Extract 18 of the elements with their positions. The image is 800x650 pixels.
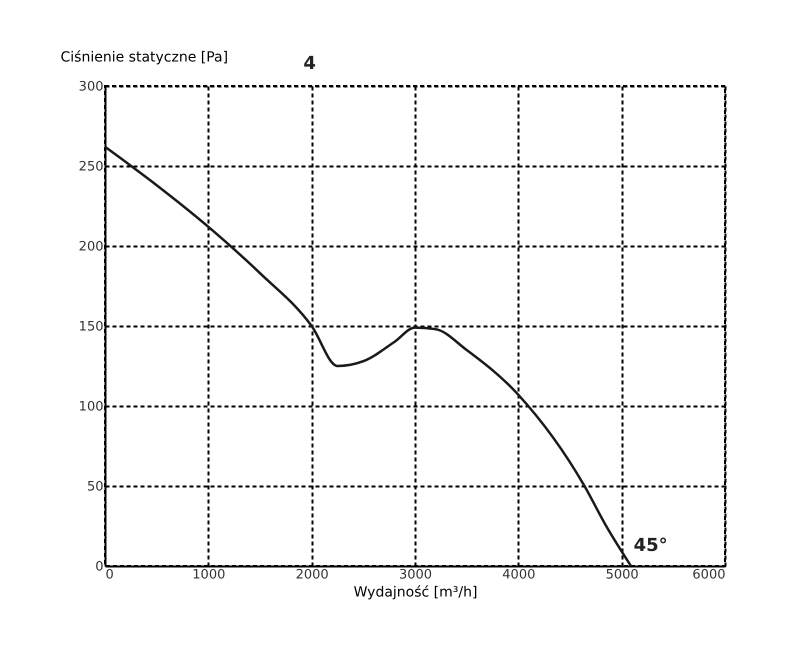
y-tick-label: 300 <box>78 80 104 94</box>
x-axis-title: Wydajność [m³/h] <box>354 584 478 600</box>
x-tick-label: 3000 <box>398 568 432 582</box>
y-tick-label: 150 <box>78 320 104 334</box>
annotation: 45° <box>634 535 668 556</box>
y-tick-label: 50 <box>86 480 104 494</box>
y-tick-label: 200 <box>78 240 104 254</box>
x-tick-label: 1000 <box>192 568 226 582</box>
x-tick-label: 0 <box>106 568 114 582</box>
y-tick-label: 100 <box>78 400 104 414</box>
x-tick-label: 4000 <box>502 568 536 582</box>
line-series <box>104 146 632 568</box>
y-tick-label: 250 <box>78 160 104 174</box>
x-tick-label: 6000 <box>692 568 726 582</box>
text: 4 <box>303 53 316 74</box>
x-tick-label: 5000 <box>606 568 639 582</box>
x-tick-label: 2000 <box>296 568 329 582</box>
y-axis-title: Ciśnienie statyczne [Pa] <box>60 50 228 66</box>
